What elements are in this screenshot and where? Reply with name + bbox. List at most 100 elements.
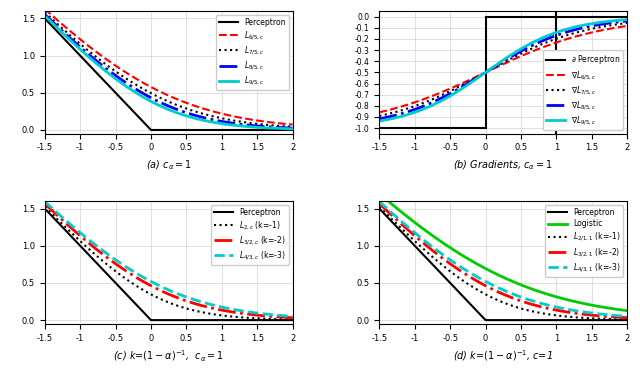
Legend: Perceptron, Logistic, $L_{2/1,1}$ (k=-1), $L_{3/2,1}$ (k=-2), $L_{4/3,1}$ (k=-3): Perceptron, Logistic, $L_{2/1,1}$ (k=-1)… xyxy=(545,205,623,277)
Perceptron xyxy=(239,128,246,132)
$L_{2,c}$ (k=-1) xyxy=(41,205,49,209)
Perceptron xyxy=(141,121,149,126)
Perceptron xyxy=(147,318,155,322)
$L_{9/5,c}$ xyxy=(289,127,296,131)
$\nabla L_{7/5,c}$ xyxy=(484,68,492,73)
$L_{3/2,c}$ (k=-2) xyxy=(67,225,74,229)
$\partial$ Perceptron xyxy=(451,126,459,130)
$L_{4/3,c}$ (k=-3) xyxy=(211,303,219,308)
Perceptron xyxy=(569,318,577,322)
Perceptron xyxy=(623,318,631,322)
$L_{3/2,1}$ (k=-2) xyxy=(401,225,408,229)
$\nabla L_{9/5,c}$ xyxy=(569,25,577,30)
Logistic xyxy=(546,293,554,297)
Perceptron xyxy=(573,318,581,322)
$L_{3/2,c}$ (k=-2) xyxy=(211,307,219,311)
Logistic xyxy=(476,263,483,268)
$\nabla L_{6/5,c}$ xyxy=(484,69,492,73)
$\nabla L_{8/5,c}$ xyxy=(484,68,492,73)
$\partial$ Perceptron xyxy=(419,126,427,130)
$L_{2,c}$ (k=-1) xyxy=(150,294,158,298)
$\nabla L_{9/5,c}$ xyxy=(484,68,492,72)
Legend: $\partial$ Perceptron, $\nabla L_{6/5,c}$, $\nabla L_{7/5,c}$, $\nabla L_{8/5,c}: $\partial$ Perceptron, $\nabla L_{6/5,c}… xyxy=(543,50,623,130)
$L_{3/2,1}$ (k=-2) xyxy=(376,201,383,206)
$\nabla L_{8/5,c}$ xyxy=(376,117,383,121)
Perceptron xyxy=(211,318,219,322)
$L_{4/3,c}$ (k=-3) xyxy=(41,199,49,204)
$\partial$ Perceptron xyxy=(438,126,445,130)
$L_{6/5,c}$ xyxy=(67,29,74,33)
Line: $\nabla L_{7/5,c}$: $\nabla L_{7/5,c}$ xyxy=(380,23,627,116)
$L_{2,c}$ (k=-1) xyxy=(239,315,246,320)
Perceptron xyxy=(67,43,74,47)
Line: $\nabla L_{8/5,c}$: $\nabla L_{8/5,c}$ xyxy=(380,21,627,119)
$L_{6/5,c}$ xyxy=(41,7,49,11)
$\partial$ Perceptron xyxy=(391,126,399,130)
$L_{4/3,1}$ (k=-3) xyxy=(573,309,581,313)
$L_{8/5,c}$ xyxy=(141,92,149,97)
$L_{7/5,c}$ xyxy=(150,92,158,97)
Logistic xyxy=(573,300,581,304)
$\nabla L_{9/5,c}$ xyxy=(476,74,483,79)
Line: $L_{4/3,1}$ (k=-3): $L_{4/3,1}$ (k=-3) xyxy=(380,202,627,316)
Logistic xyxy=(376,191,383,196)
Logistic xyxy=(401,212,408,217)
$L_{4/3,1}$ (k=-3) xyxy=(476,276,483,280)
Line: $L_{4/3,c}$ (k=-3): $L_{4/3,c}$ (k=-3) xyxy=(45,202,292,316)
$\nabla L_{7/5,c}$ xyxy=(573,30,581,35)
$L_{8/5,c}$ xyxy=(289,126,296,130)
$L_{7/5,c}$ xyxy=(41,10,49,15)
Line: $L_{9/5,c}$: $L_{9/5,c}$ xyxy=(45,16,292,129)
$L_{9/5,c}$ xyxy=(141,96,149,100)
$L_{8/5,c}$ xyxy=(234,122,242,126)
$L_{2,c}$ (k=-1) xyxy=(289,317,296,322)
Perceptron xyxy=(546,318,554,322)
$\nabla L_{6/5,c}$ xyxy=(569,35,577,40)
Perceptron xyxy=(234,318,242,322)
$\nabla L_{9/5,c}$ xyxy=(376,119,383,123)
Perceptron xyxy=(67,233,74,237)
$L_{9/5,c}$ xyxy=(239,124,246,128)
Line: $L_{8/5,c}$: $L_{8/5,c}$ xyxy=(45,14,292,128)
$L_{2/1,1}$ (k=-1) xyxy=(484,294,492,298)
$L_{4/3,c}$ (k=-3) xyxy=(141,276,149,280)
$L_{2/1,1}$ (k=-1) xyxy=(476,289,483,293)
$L_{9/5,c}$ xyxy=(41,14,49,18)
Perceptron xyxy=(289,128,296,132)
$L_{9/5,c}$ xyxy=(150,101,158,105)
$\nabla L_{9/5,c}$ xyxy=(401,113,408,118)
$L_{3/2,1}$ (k=-2) xyxy=(484,285,492,290)
Logistic xyxy=(569,299,577,303)
Perceptron xyxy=(289,318,296,322)
Line: Logistic: Logistic xyxy=(380,194,627,311)
$\partial$ Perceptron xyxy=(404,126,412,130)
$\nabla L_{7/5,c}$ xyxy=(376,114,383,118)
$L_{3/2,c}$ (k=-2) xyxy=(150,285,158,290)
$L_{8/5,c}$ xyxy=(41,12,49,17)
$L_{6/5,c}$ xyxy=(150,86,158,91)
$\nabla L_{9/5,c}$ xyxy=(546,33,554,37)
$L_{3/2,c}$ (k=-2) xyxy=(289,315,296,320)
$L_{7/5,c}$ xyxy=(67,33,74,38)
$L_{2/1,1}$ (k=-1) xyxy=(546,312,554,317)
$\partial$ Perceptron xyxy=(482,126,490,130)
Perceptron xyxy=(150,318,158,322)
Perceptron xyxy=(234,128,242,132)
$\nabla L_{6/5,c}$ xyxy=(476,73,483,77)
$L_{4/3,1}$ (k=-3) xyxy=(376,199,383,204)
$L_{6/5,c}$ xyxy=(211,110,219,114)
$L_{6/5,c}$ xyxy=(289,123,296,127)
$\nabla L_{8/5,c}$ xyxy=(476,74,483,78)
Line: $\nabla L_{9/5,c}$: $\nabla L_{9/5,c}$ xyxy=(380,20,627,121)
$\nabla L_{9/5,c}$ xyxy=(623,17,631,22)
$L_{9/5,c}$ xyxy=(234,124,242,128)
$L_{8/5,c}$ xyxy=(239,122,246,127)
$L_{2,c}$ (k=-1) xyxy=(141,289,149,293)
X-axis label: (b) Gradients, $c_{\alpha}=1$: (b) Gradients, $c_{\alpha}=1$ xyxy=(453,158,553,171)
$L_{2/1,1}$ (k=-1) xyxy=(569,315,577,319)
$L_{4/3,1}$ (k=-3) xyxy=(401,222,408,226)
$L_{7/5,c}$ xyxy=(239,120,246,124)
$L_{8/5,c}$ xyxy=(211,118,219,123)
Perceptron xyxy=(485,318,493,322)
$\nabla L_{8/5,c}$ xyxy=(546,36,554,40)
